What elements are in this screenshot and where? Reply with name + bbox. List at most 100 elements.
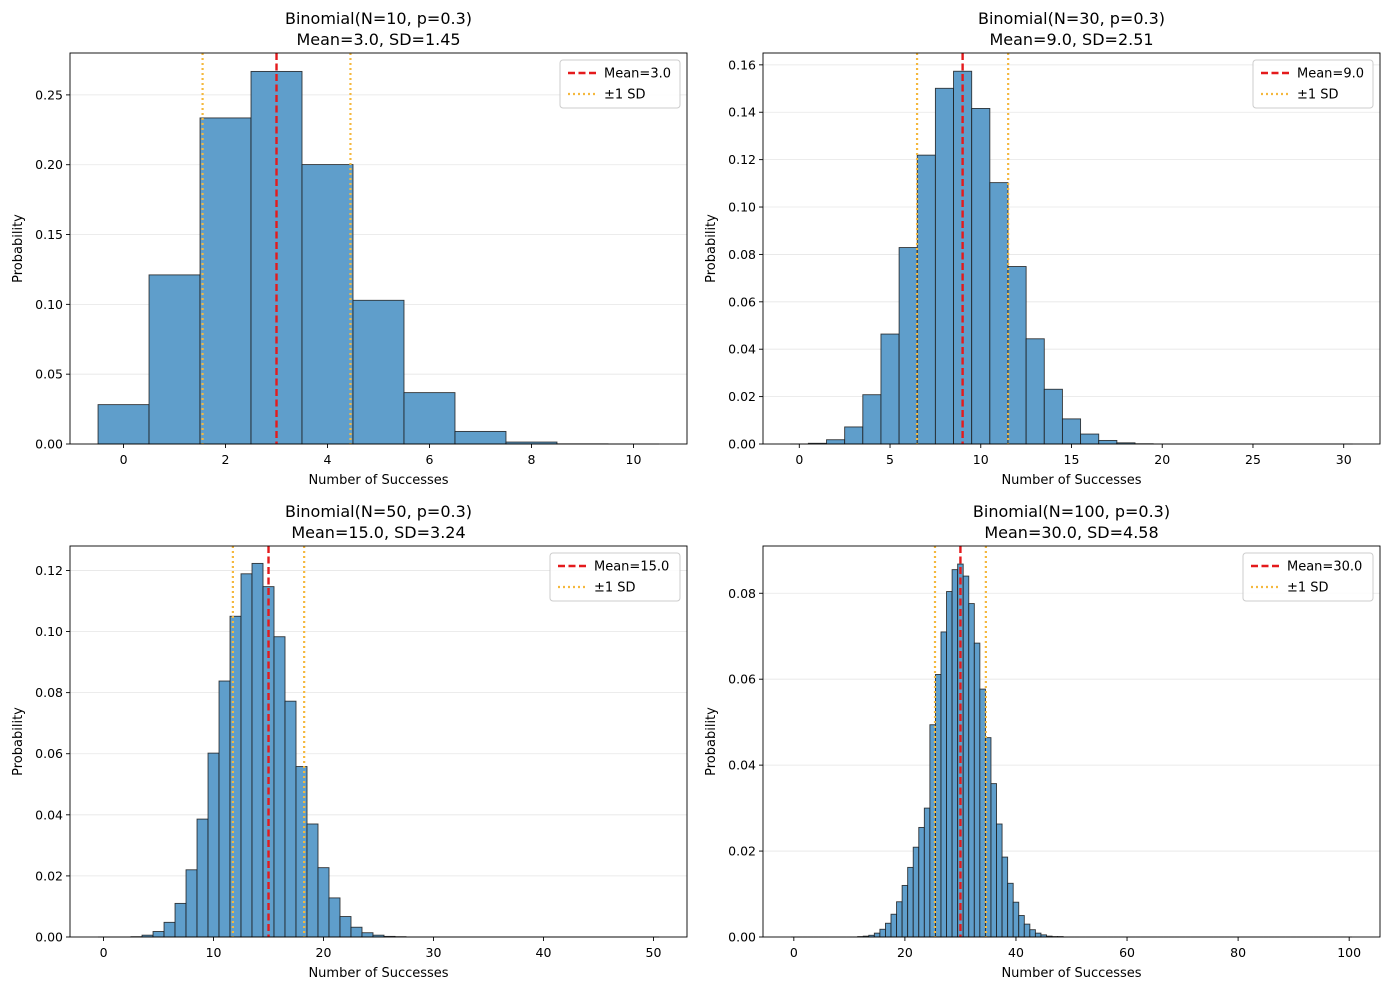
y-tick-label: 0.08 (728, 586, 756, 601)
bar (844, 426, 864, 445)
bar (934, 87, 954, 445)
x-tick-label: 0 (790, 945, 798, 960)
chart-panel-2: 0.00 0.02 0.04 0.06 0.08 0.10 0.12 0.14 0.16 0 5 10… (704, 9, 1381, 488)
x-tick-label: 60 (1119, 945, 1135, 960)
bar (207, 752, 220, 938)
x-tick-label: 6 (426, 452, 434, 467)
bar (873, 932, 881, 938)
y-tick-label: 0.10 (35, 624, 63, 639)
bar (946, 591, 953, 938)
bar (1012, 901, 1020, 938)
bar (328, 897, 341, 938)
x-tick-label: 40 (1008, 945, 1024, 960)
bar (912, 846, 920, 938)
bar (1023, 923, 1031, 938)
bar (152, 931, 165, 938)
bar (1080, 433, 1100, 445)
x-tick-label: 0 (120, 452, 128, 467)
bar (295, 766, 308, 938)
x-tick-label: 20 (316, 945, 332, 960)
chart-panel-3: 0.00 0.02 0.04 0.06 0.08 0.10 0.12 0 10 20 30 40 50 N… (11, 502, 688, 981)
x-axis-label: Number of Successes (1001, 473, 1141, 488)
bar (218, 680, 231, 938)
bar (185, 869, 198, 938)
y-tick-label: 0.02 (728, 389, 756, 404)
chart-subtitle: Mean=3.0, SD=1.45 (296, 30, 460, 49)
x-tick-label: 15 (1064, 452, 1080, 467)
y-tick-label: 0.06 (728, 294, 756, 309)
bar (901, 884, 909, 938)
chart-title: Binomial(N=10, p=0.3) (285, 9, 472, 28)
y-tick-label: 0.06 (35, 746, 63, 761)
bar (940, 631, 947, 938)
bar (1043, 388, 1063, 445)
bar (1007, 882, 1014, 938)
x-tick-label: 10 (973, 452, 989, 467)
bar (962, 575, 970, 938)
bar (973, 642, 981, 938)
x-tick-label: 0 (100, 945, 108, 960)
bar (934, 674, 942, 938)
x-tick-label: 25 (1245, 452, 1261, 467)
bar (879, 928, 886, 938)
bar (352, 299, 405, 445)
x-tick-label: 30 (1336, 452, 1352, 467)
legend-mean-label: Mean=9.0 (1297, 67, 1364, 82)
x-tick-label: 20 (897, 945, 913, 960)
y-tick-label: 0.12 (728, 152, 756, 167)
bar (951, 569, 959, 938)
bar (862, 394, 882, 445)
x-axis-label: Number of Successes (1001, 966, 1141, 981)
legend-mean-label: Mean=3.0 (604, 67, 671, 82)
bar (923, 807, 931, 938)
x-tick-label: 10 (206, 945, 222, 960)
x-tick-label: 2 (222, 452, 230, 467)
bar (163, 921, 176, 938)
chart-subtitle: Mean=15.0, SD=3.24 (291, 523, 465, 542)
legend-mean-label: Mean=30.0 (1287, 560, 1362, 575)
y-tick-label: 0.10 (35, 297, 63, 312)
bar (306, 823, 319, 938)
chart-panel-1: 0.00 0.05 0.10 0.15 0.20 0.25 0 2 4 6 8 10 Number of… (11, 9, 688, 488)
x-tick-label: 100 (1337, 945, 1361, 960)
y-tick-label: 0.16 (728, 57, 756, 72)
x-tick-label: 20 (1154, 452, 1170, 467)
chart-title: Binomial(N=50, p=0.3) (285, 502, 472, 521)
bar (898, 247, 918, 445)
y-tick-label: 0.25 (35, 87, 63, 102)
legend: Mean=3.0 ±1 SD (559, 59, 681, 109)
x-tick-label: 40 (536, 945, 552, 960)
y-tick-label: 0.14 (728, 105, 756, 120)
chart-subtitle: Mean=30.0, SD=4.58 (984, 523, 1158, 542)
y-tick-label: 0.06 (728, 672, 756, 687)
chart-title: Binomial(N=30, p=0.3) (978, 9, 1165, 28)
y-tick-label: 0.04 (728, 342, 756, 357)
bar (971, 108, 991, 445)
bar (148, 274, 201, 445)
bar (1098, 439, 1118, 445)
bar (968, 603, 975, 938)
x-tick-label: 80 (1230, 945, 1246, 960)
bar (890, 913, 898, 938)
bar (1029, 929, 1036, 938)
x-tick-label: 5 (886, 452, 894, 467)
legend: Mean=30.0 ±1 SD (1242, 552, 1374, 602)
bar (229, 615, 242, 938)
y-tick-label: 0.10 (728, 200, 756, 215)
y-axis-label: Probability (704, 214, 719, 283)
y-tick-label: 0.08 (728, 247, 756, 262)
x-axis-label: Number of Successes (308, 966, 448, 981)
chart-subtitle: Mean=9.0, SD=2.51 (989, 30, 1153, 49)
bar (350, 926, 363, 938)
bar (896, 901, 903, 938)
bar (1025, 338, 1045, 445)
x-tick-label: 0 (795, 452, 803, 467)
y-axis-label: Probability (704, 707, 719, 776)
bar (1034, 932, 1042, 938)
bar (339, 916, 352, 938)
bar (301, 164, 354, 445)
x-tick-label: 50 (646, 945, 662, 960)
bar (361, 932, 374, 938)
y-tick-label: 0.20 (35, 157, 63, 172)
